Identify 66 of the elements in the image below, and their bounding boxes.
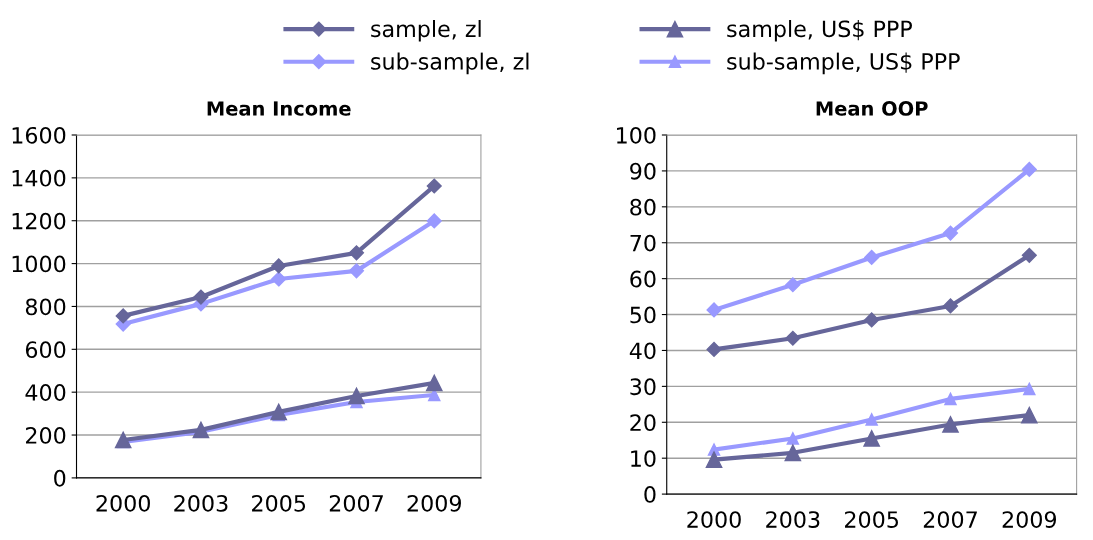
point	[115, 308, 131, 324]
point	[271, 258, 287, 274]
point	[426, 213, 442, 229]
chart-title: Mean Income	[207, 101, 351, 116]
point	[865, 413, 878, 426]
y-tick-label: 90	[630, 162, 656, 180]
point	[863, 430, 881, 447]
point	[706, 341, 722, 357]
point	[785, 330, 801, 346]
y-tick-label: 1400	[12, 169, 66, 187]
y-tick-label: 0	[54, 469, 66, 487]
y-tick-label: 20	[630, 414, 656, 432]
y-tick-label: 1000	[12, 255, 66, 273]
x-tick-label: 2003	[766, 511, 820, 528]
point	[942, 416, 959, 433]
x-tick-label: 2009	[407, 494, 461, 512]
point	[271, 271, 287, 287]
x-tick-label: 2007	[329, 494, 383, 512]
y-tick-label: 60	[630, 270, 656, 288]
y-tick-label: 0	[644, 486, 656, 503]
y-tick-label: 1200	[12, 212, 66, 230]
legend-label: sub-sample, US$ PPP	[727, 52, 960, 75]
point	[348, 245, 365, 261]
point	[426, 178, 442, 194]
point	[1021, 161, 1037, 178]
point	[785, 277, 801, 293]
y-tick-label: 100	[617, 126, 656, 144]
point	[786, 432, 800, 445]
point	[705, 451, 723, 468]
y-tick-label: 80	[630, 198, 656, 216]
y-tick-label: 200	[26, 426, 66, 444]
point	[1023, 382, 1036, 396]
point	[425, 374, 443, 392]
chart-title: Mean OOP	[816, 101, 928, 116]
x-tick-label: 2005	[845, 511, 898, 528]
y-tick-label: 1600	[12, 126, 66, 144]
x-tick-label: 2000	[96, 494, 150, 512]
y-tick-label: 70	[630, 234, 656, 252]
point	[193, 289, 209, 305]
x-tick-label: 2005	[252, 494, 306, 512]
y-tick-label: 400	[25, 384, 66, 401]
x-tick-label: 2009	[1002, 511, 1057, 528]
y-tick-label: 600	[25, 341, 66, 359]
legend-label: sample, zl	[371, 20, 481, 42]
point	[1021, 247, 1037, 263]
x-tick-label: 2000	[687, 511, 741, 528]
x-tick-label: 2003	[174, 494, 228, 512]
point	[942, 225, 959, 241]
point	[270, 403, 288, 421]
y-tick-label: 10	[631, 450, 656, 467]
y-tick-label: 30	[630, 378, 656, 396]
y-tick-label: 50	[630, 306, 656, 324]
point	[1020, 406, 1038, 424]
point	[784, 444, 802, 462]
point	[944, 392, 957, 406]
point	[864, 312, 880, 328]
point	[348, 387, 365, 405]
legend-label: sample, US$ PPP	[727, 20, 912, 42]
y-tick-label: 40	[629, 342, 656, 360]
legend-label: sub-sample, zl	[371, 52, 529, 75]
y-tick-label: 800	[25, 298, 66, 316]
point	[348, 263, 365, 279]
point	[864, 249, 880, 266]
point	[942, 298, 959, 314]
point	[706, 302, 722, 318]
x-tick-label: 2007	[923, 511, 977, 528]
